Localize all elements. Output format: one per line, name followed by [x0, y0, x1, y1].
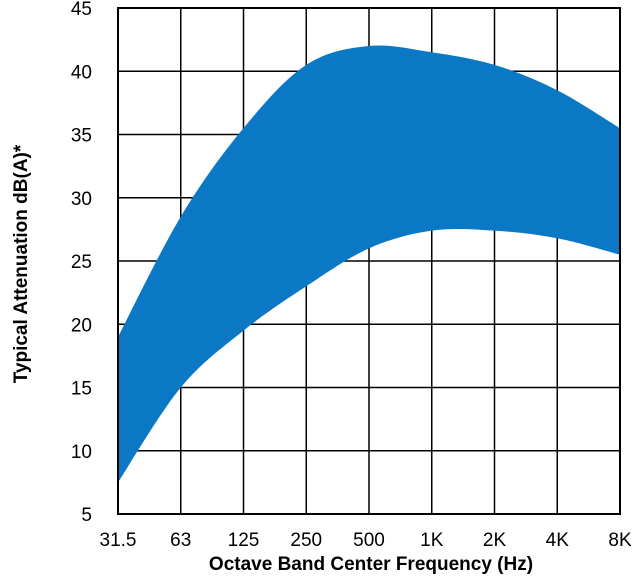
attenuation-band	[118, 45, 620, 483]
plot-frame	[117, 7, 621, 515]
x-tick-label: 250	[290, 530, 322, 551]
plot-border	[117, 7, 621, 515]
y-tick-label: 20	[71, 315, 92, 336]
y-axis-label: Typical Attenuation dB(A)*	[11, 144, 32, 383]
y-tick-label: 15	[71, 379, 92, 400]
x-tick-labels: 31.5 63 125 250 500 1K 2K 4K 8K	[100, 530, 632, 551]
x-tick-label: 500	[353, 530, 385, 551]
y-tick-labels: 5 10 15 20 25 30 35 40 45	[71, 0, 92, 526]
x-axis-label: Octave Band Center Frequency (Hz)	[209, 554, 533, 575]
y-tick-label: 40	[71, 62, 92, 83]
y-tick-label: 35	[71, 126, 92, 147]
x-tick-label: 2K	[483, 530, 507, 551]
y-tick-label: 10	[71, 442, 92, 463]
y-tick-label: 5	[81, 505, 92, 526]
x-tick-label: 63	[170, 530, 191, 551]
x-tick-label: 125	[228, 530, 260, 551]
y-tick-label: 45	[71, 0, 92, 20]
y-tick-label: 30	[71, 189, 92, 210]
x-tick-label: 31.5	[100, 530, 137, 551]
y-tick-label: 25	[71, 252, 92, 273]
x-tick-label: 8K	[608, 530, 632, 551]
x-tick-label: 4K	[546, 530, 570, 551]
x-tick-label: 1K	[420, 530, 444, 551]
